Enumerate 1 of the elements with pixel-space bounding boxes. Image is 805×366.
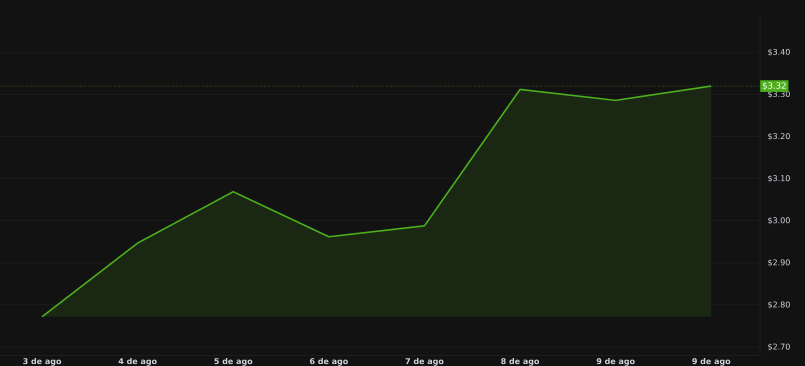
ref-line-label: $3.32 <box>762 82 786 90</box>
